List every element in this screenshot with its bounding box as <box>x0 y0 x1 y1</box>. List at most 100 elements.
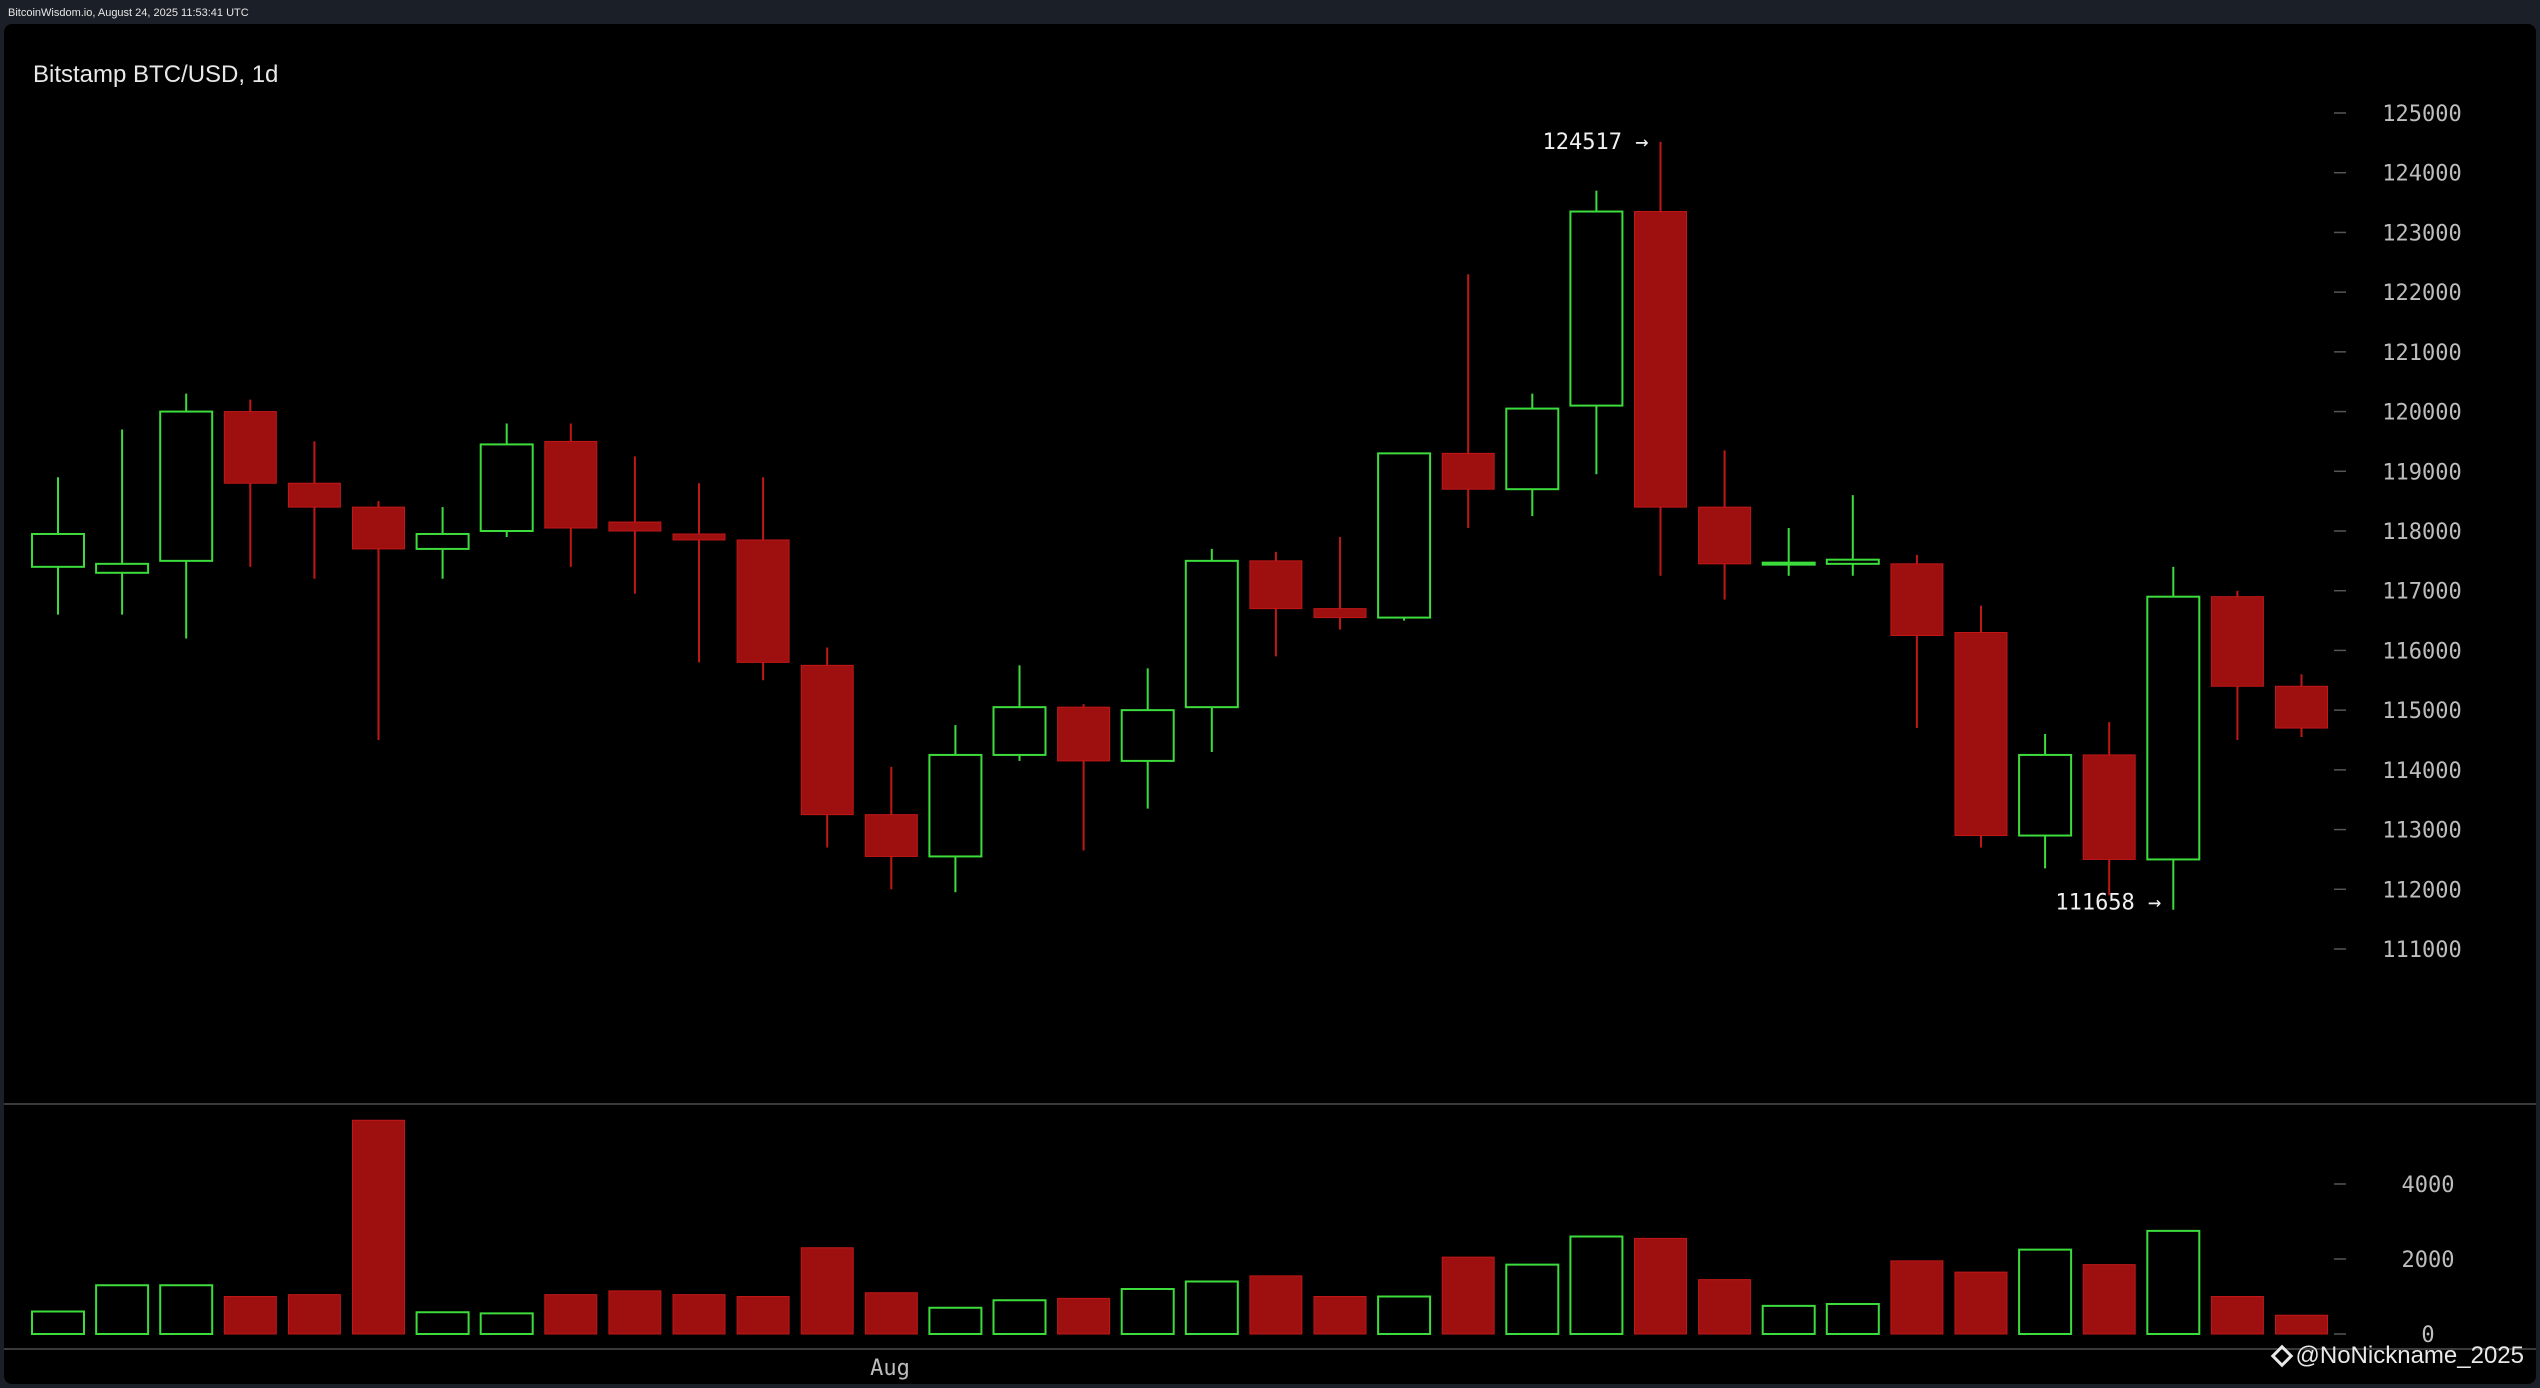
candle-down <box>736 477 790 681</box>
candle-up <box>2146 566 2201 910</box>
price-tick-label: 114000 <box>2382 759 2461 784</box>
candle-up <box>928 725 983 893</box>
candle-down <box>1634 141 1687 576</box>
volume-bar-down <box>2082 1264 2136 1335</box>
candle-body <box>544 440 598 529</box>
candle-body <box>1313 608 1367 619</box>
candle-body <box>1057 706 1111 762</box>
time-tick-label: Aug <box>870 1356 910 1381</box>
candle-up <box>479 423 534 537</box>
candle-body <box>31 532 85 568</box>
candle-down <box>800 647 854 848</box>
candle-up <box>415 507 470 579</box>
volume-bars <box>31 1119 2328 1335</box>
candle-up <box>95 429 150 615</box>
volume-bar-up <box>2146 1229 2201 1335</box>
volume-bar-down <box>608 1290 662 1335</box>
volume-bar-up <box>479 1312 534 1335</box>
source-label: BitcoinWisdom.io, August 24, 2025 11:53:… <box>8 7 249 19</box>
candle-down <box>864 766 918 890</box>
candle-body <box>928 753 983 858</box>
candle-body <box>1505 407 1560 491</box>
volume-bar-down <box>1954 1271 2008 1335</box>
price-tick-label: 112000 <box>2382 878 2461 903</box>
price-candles <box>31 141 2328 910</box>
candle-body <box>95 562 150 574</box>
volume-bar-up <box>1505 1263 1560 1335</box>
candle-body <box>2082 754 2136 860</box>
candle-body <box>2210 596 2264 687</box>
volume-bar-up <box>95 1284 150 1335</box>
price-axis: 111000 112000 113000 114000 115000 116000 1170… <box>2334 102 2462 963</box>
candle-body <box>287 482 341 508</box>
watermark-text: @NoNickname_2025 <box>2295 1342 2524 1369</box>
volume-bar-up <box>2018 1248 2073 1335</box>
candle-body <box>1825 558 1880 565</box>
volume-bar-down <box>864 1292 918 1335</box>
candle-body <box>1249 560 1303 610</box>
pane-dividers <box>4 1103 2536 1350</box>
price-tick-label: 113000 <box>2382 819 2461 844</box>
candle-body <box>1377 452 1432 619</box>
volume-bar-up <box>1377 1295 1432 1335</box>
candle-body <box>1441 452 1495 490</box>
candle-body <box>1761 561 1816 566</box>
candle-up <box>2018 734 2073 869</box>
price-tick-label: 118000 <box>2382 520 2461 545</box>
price-tick-label: 117000 <box>2382 580 2461 605</box>
candle-body <box>159 410 214 562</box>
candle-body <box>1120 709 1175 762</box>
volume-bar-down <box>1313 1296 1367 1335</box>
candle-down <box>1441 274 1495 529</box>
candle-down <box>1313 536 1367 630</box>
candle-up <box>31 477 85 615</box>
candle-body <box>672 533 726 541</box>
volume-tick-label: 0 <box>2421 1323 2434 1348</box>
candle-down <box>1954 605 2008 848</box>
volume-bar-up <box>1825 1303 1880 1335</box>
candle-up <box>1377 452 1432 621</box>
volume-bar-down <box>2275 1314 2328 1335</box>
volume-bar-down <box>1249 1275 1303 1335</box>
price-tick-label: 111000 <box>2382 938 2461 963</box>
candle-body <box>2018 753 2073 837</box>
candle-body <box>608 521 662 532</box>
candle-down <box>608 456 662 594</box>
candle-body <box>2146 595 2201 861</box>
chart-title: Bitstamp BTC/USD, 1d <box>33 61 279 88</box>
candle-body <box>352 506 405 550</box>
binance-square-icon <box>2270 1344 2293 1368</box>
candle-body <box>992 706 1047 756</box>
price-tick-label: 123000 <box>2382 221 2461 246</box>
candle-body <box>1890 563 1944 636</box>
candle-down <box>2082 722 2136 896</box>
candle-body <box>2275 685 2328 729</box>
volume-bar-down <box>1634 1237 1687 1335</box>
candle-body <box>736 539 790 663</box>
candle-down <box>672 483 726 663</box>
volume-bar-up <box>31 1310 85 1335</box>
volume-tick-label: 4000 <box>2402 1173 2455 1198</box>
candle-down <box>287 441 341 579</box>
volume-bar-up <box>1184 1280 1239 1335</box>
candle-up <box>1505 393 1560 517</box>
time-axis: Aug <box>870 1356 910 1381</box>
price-annotation: 124517 → <box>1543 130 1649 155</box>
candle-body <box>800 664 854 816</box>
volume-bar-down <box>352 1119 405 1335</box>
candle-down <box>2210 590 2264 740</box>
volume-bar-down <box>1057 1297 1111 1335</box>
volume-tick-label: 2000 <box>2402 1248 2455 1273</box>
price-tick-label: 124000 <box>2382 162 2461 187</box>
candle-up <box>1761 528 1816 576</box>
candle-down <box>544 423 598 567</box>
candle-up <box>992 665 1047 761</box>
volume-bar-up <box>415 1311 470 1335</box>
candle-down <box>1057 704 1111 851</box>
price-tick-label: 120000 <box>2382 401 2461 426</box>
volume-bar-down <box>544 1294 598 1335</box>
candle-up <box>1825 495 1880 576</box>
volume-bar-up <box>1120 1288 1175 1335</box>
price-tick-label: 116000 <box>2382 639 2461 664</box>
